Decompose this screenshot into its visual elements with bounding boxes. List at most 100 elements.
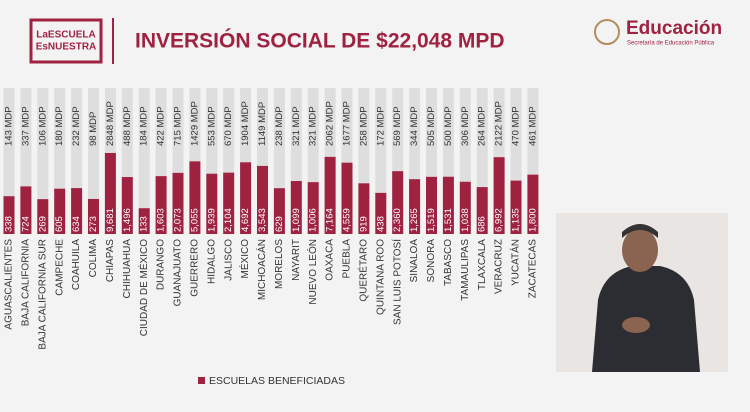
investment-label: 1149 MDP [257,102,268,146]
investment-label: 306 MDP [460,106,471,146]
x-tick-label: COAHUILA [71,239,82,290]
x-tick-label: DURANGO [156,239,167,290]
bar-label: 269 [37,216,48,232]
bar-label: 1,496 [122,208,133,232]
bar [37,199,49,234]
bar-label: 6,992 [494,208,505,232]
column-background [155,88,167,234]
investment-label: 1904 MDP [240,101,251,146]
investment-label: 1429 MDP [189,101,200,146]
bar [493,157,505,234]
x-tick-label: COLIMA [88,239,99,278]
investment-label: 258 MDP [358,106,369,146]
investment-label: 238 MDP [274,106,285,146]
x-tick-label: QUINTANA ROO [375,239,386,315]
brand-sub: Secretaría de Educación Pública [627,41,715,47]
bar-label: 338 [4,216,15,232]
investment-label: 1677 MDP [342,101,353,146]
bar-label: 1,006 [308,208,319,232]
brand-name: Educación [626,18,722,39]
column-background [290,88,302,234]
investment-label: 344 MDP [409,106,420,146]
bar [442,176,454,234]
column-background [20,88,32,234]
bar-label: 686 [477,216,488,232]
column-background [273,88,285,234]
column-background [510,88,522,234]
bar-label: 605 [54,216,65,232]
bar-label: 724 [20,216,31,232]
x-tick-label: GUERRERO [190,239,201,297]
x-tick-label: SAN LUIS POTOSÍ [390,239,403,325]
column-background [223,88,235,234]
x-tick-label: CHIHUAHUA [122,239,133,299]
x-tick-label: MÉXICO [238,239,251,279]
investment-label: 143 MDP [4,106,15,146]
investment-label: 2062 MDP [325,101,336,146]
x-tick-label: NAYARIT [291,239,302,281]
investment-label: 715 MDP [173,106,184,146]
column-background [527,88,539,234]
x-tick-label: AGUASCALIENTES [4,239,15,330]
column-background [375,88,387,234]
column-background [88,88,99,234]
bar [341,162,353,234]
bar [104,152,116,234]
bar-label: 4,692 [240,208,251,232]
bar [426,176,437,234]
investment-label: 264 MDP [477,106,488,146]
investment-label: 470 MDP [511,106,522,146]
bar-label: 438 [375,216,386,232]
column-background [442,88,454,234]
bar [273,188,285,234]
investment-label: 488 MDP [122,106,133,146]
x-tick-label: CAMPECHE [54,239,65,296]
chart-title: INVERSIÓN SOCIAL DE $22,048 MPD [135,29,505,53]
bar [257,165,268,234]
interpreter-head [622,228,658,272]
investment-label: 172 MDP [375,106,386,146]
bar-label: 2,104 [223,208,234,232]
column-background [189,88,201,234]
bar [240,162,252,234]
interpreter [556,213,728,372]
x-tick-label: NUEVO LEÓN [306,239,319,305]
investment-label: 2848 MDP [105,101,116,146]
bar-label: 3,543 [257,208,268,232]
column-background [257,88,268,234]
x-tick-label: CHIAPAS [105,239,116,282]
bar-label: 2,360 [392,208,403,232]
x-tick-label: BAJA CALIFORNIA SUR [37,239,48,350]
x-tick-label: ZACATECAS [528,239,539,299]
x-tick-label: BAJA CALIFORNIA [21,239,32,327]
bar [54,188,66,234]
x-tick-label: MICHOACÁN [255,239,268,300]
investment-label: 232 MDP [71,106,82,146]
bar [290,181,302,234]
investment-label: 505 MDP [426,106,437,146]
legend-label: ESCUELAS BENEFICIADAS [209,375,345,387]
interpreter-hair [622,224,658,238]
column-background [206,88,218,234]
column-background [459,88,471,234]
bar-label: 9,681 [105,208,116,232]
x-tick-label: CIUDAD DE MÉXICO [137,239,150,336]
x-tick-label: HIDALGO [206,239,217,284]
interpreter-body [592,266,700,372]
investment-label: 98 MDP [88,112,99,146]
bar [71,188,83,234]
bar [3,196,15,234]
investment-label: 553 MDP [206,106,217,146]
column-background [138,88,150,234]
column-background [37,88,49,234]
bar [375,192,387,234]
investment-label: 321 MDP [291,106,302,146]
bar [88,198,99,234]
column-background [121,88,133,234]
x-tick-label: JALISCO [223,239,234,281]
bar-label: 1,038 [460,208,471,232]
x-tick-label: SONORA [426,239,437,283]
investment-label: 569 MDP [392,106,403,146]
